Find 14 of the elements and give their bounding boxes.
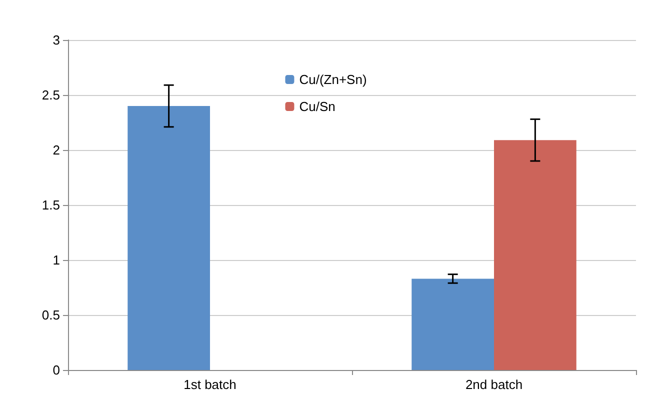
- y-tick-label: 0.5: [42, 308, 60, 322]
- y-tick-label: 1: [52, 252, 60, 268]
- y-tick-label: 0: [52, 362, 60, 378]
- legend-label: Cu/(Zn+Sn): [299, 72, 367, 87]
- legend-label: Cu/Sn: [299, 99, 336, 114]
- y-tick-label: 1.5: [42, 198, 60, 212]
- x-tick-label: 1st batch: [184, 377, 236, 392]
- bar: [412, 278, 494, 370]
- bar: [128, 106, 210, 370]
- y-tick-label: 3: [52, 32, 60, 48]
- bar: [494, 140, 576, 370]
- x-tick-label: 2nd batch: [465, 377, 523, 392]
- y-tick-label: 2.5: [42, 88, 60, 102]
- y-tick-label: 2: [52, 142, 60, 158]
